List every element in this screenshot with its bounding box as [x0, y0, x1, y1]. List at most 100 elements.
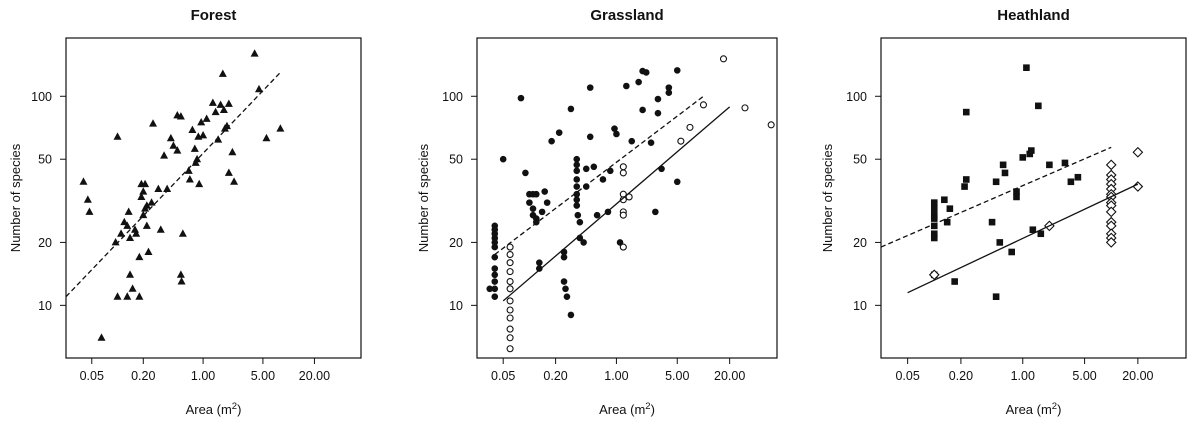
data-point-triangle [218, 69, 227, 77]
data-point-square [1019, 154, 1027, 161]
data-point-filled-circle [491, 265, 499, 272]
panel-title: Grassland [590, 7, 663, 24]
data-point-square [1074, 173, 1082, 181]
data-point-filled-circle [611, 125, 618, 132]
y-tick-label: 10 [449, 299, 463, 313]
data-point-filled-circle [543, 199, 551, 206]
fit-line-dashed [494, 95, 704, 256]
y-tick-label: 20 [449, 236, 463, 250]
data-point-triangle [185, 175, 194, 183]
data-point-filled-circle [654, 95, 662, 103]
data-point-open-circle [625, 193, 633, 201]
x-axis-label: Area (m2) [1006, 401, 1062, 417]
data-point-triangle [202, 114, 211, 122]
data-point-filled-circle [538, 208, 546, 216]
data-point-triangle [173, 146, 182, 154]
y-tick-label: 20 [853, 236, 867, 250]
plot-area [66, 49, 285, 341]
data-point-square [930, 205, 938, 212]
data-point-filled-circle [642, 69, 650, 76]
data-point-open-circle [506, 243, 514, 251]
data-point-square [999, 161, 1007, 169]
data-point-triangle [144, 247, 153, 255]
data-point-filled-circle [555, 129, 563, 136]
data-point-square [930, 211, 938, 219]
data-point-filled-circle [576, 218, 584, 226]
data-point-square [996, 239, 1004, 246]
data-point-triangle [191, 158, 200, 166]
data-point-open-circle [686, 123, 694, 131]
data-point-triangle [117, 229, 126, 237]
data-point-filled-circle [613, 130, 620, 138]
data-point-filled-circle [652, 208, 659, 216]
data-point-open-circle [506, 325, 514, 333]
x-tick-label: 20.00 [714, 369, 745, 383]
data-point-open-circle [506, 314, 514, 322]
data-point-open-circle [619, 169, 627, 177]
fit-line-solid [907, 183, 1139, 294]
data-point-triangle [149, 119, 158, 127]
data-point-filled-circle [573, 155, 581, 163]
data-point-triangle [79, 177, 88, 185]
data-point-triangle [222, 121, 231, 130]
plot-area [881, 64, 1144, 300]
data-point-square [1035, 102, 1042, 110]
data-point-triangle [142, 201, 151, 209]
data-point-open-circle [506, 334, 514, 342]
data-point-open-diamond [1105, 237, 1117, 248]
x-tick-label: 5.00 [1072, 369, 1096, 383]
data-point-square [1013, 193, 1020, 201]
plot-frame [476, 37, 778, 359]
data-point-filled-circle [665, 89, 673, 97]
x-tick-label: 0.05 [491, 369, 515, 383]
x-tick-label: 0.20 [543, 369, 567, 383]
data-point-square [992, 178, 1000, 186]
x-tick-label: 1.00 [191, 369, 215, 383]
plot-area [486, 55, 775, 353]
data-point-square [1023, 64, 1030, 71]
data-point-triangle [219, 105, 228, 113]
data-point-open-circle [719, 55, 728, 63]
series-open-circle [506, 55, 775, 353]
data-point-triangle [208, 98, 217, 106]
data-point-triangle [132, 229, 141, 237]
data-point-triangle [160, 151, 169, 159]
data-point-filled-circle [486, 285, 494, 293]
data-point-triangle [176, 112, 185, 120]
data-point-filled-circle [665, 84, 673, 91]
data-point-triangle [139, 187, 148, 195]
data-point-filled-circle [580, 239, 587, 246]
data-point-triangle [147, 198, 156, 206]
data-point-open-circle [619, 163, 627, 171]
data-point-square [1029, 226, 1037, 234]
y-tick-label: 100 [442, 90, 463, 104]
data-point-triangle [255, 84, 264, 93]
data-point-square [1008, 248, 1015, 256]
y-tick-label: 20 [38, 236, 52, 250]
data-point-triangle [166, 133, 175, 142]
data-point-triangle [139, 210, 148, 219]
data-point-open-diamond [1132, 181, 1144, 192]
data-point-triangle [199, 130, 208, 139]
data-point-open-circle [506, 306, 514, 314]
data-point-filled-circle [574, 211, 582, 219]
data-point-filled-circle [491, 271, 499, 279]
panel-grassland: Grassland 0.05 0.20 1.00 5.00 20.00 10 20 50 100 A… [416, 7, 778, 417]
data-point-square [941, 196, 948, 204]
data-point-filled-circle [586, 84, 594, 91]
x-tick-label: 20.00 [299, 369, 330, 383]
data-point-triangle [135, 292, 144, 300]
x-tick-label: 0.20 [949, 369, 973, 383]
data-point-filled-circle [491, 278, 499, 285]
data-point-filled-circle [628, 137, 636, 145]
panel-heathland: Heathland 0.05 0.20 1.00 5.00 20.00 10 20 50 100 A… [820, 7, 1187, 417]
data-point-filled-circle [623, 82, 630, 90]
data-point-triangle [188, 125, 197, 133]
data-point-filled-circle [491, 253, 499, 261]
panel-forest: Forest 0.05 0.20 1.00 5.00 20.00 10 20 50 100 Area… [8, 7, 362, 417]
data-point-filled-circle [586, 133, 594, 141]
data-point-triangle [156, 225, 165, 233]
y-tick-label: 10 [38, 299, 52, 313]
data-point-filled-circle [526, 199, 533, 206]
data-point-triangle [141, 179, 150, 188]
